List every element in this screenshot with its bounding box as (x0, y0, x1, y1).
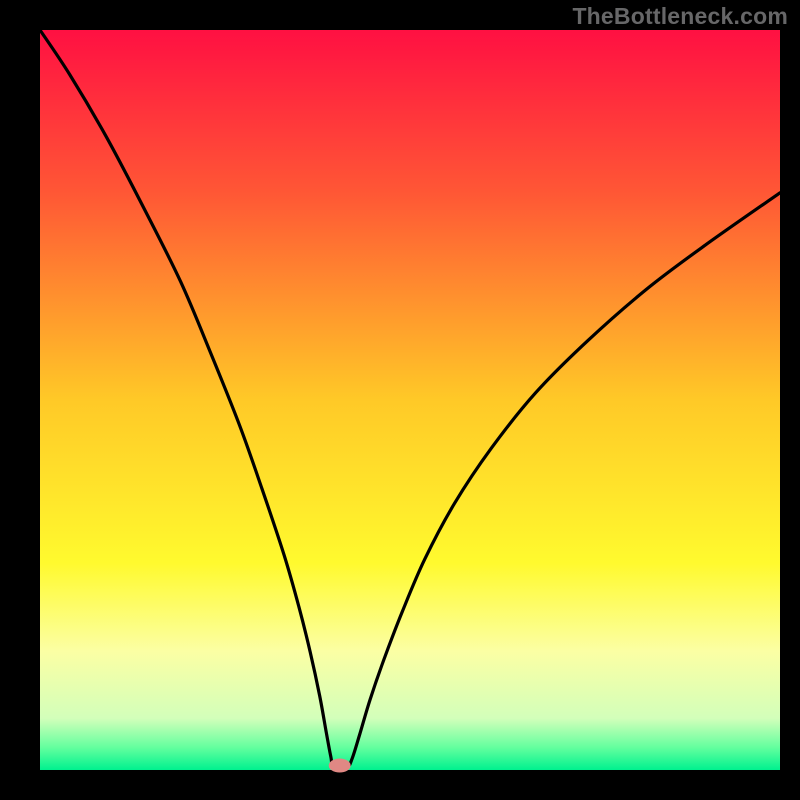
plot-area (40, 30, 780, 770)
bottleneck-chart (0, 0, 800, 800)
chart-stage: TheBottleneck.com (0, 0, 800, 800)
minimum-marker (329, 759, 351, 773)
watermark-text: TheBottleneck.com (572, 3, 788, 30)
